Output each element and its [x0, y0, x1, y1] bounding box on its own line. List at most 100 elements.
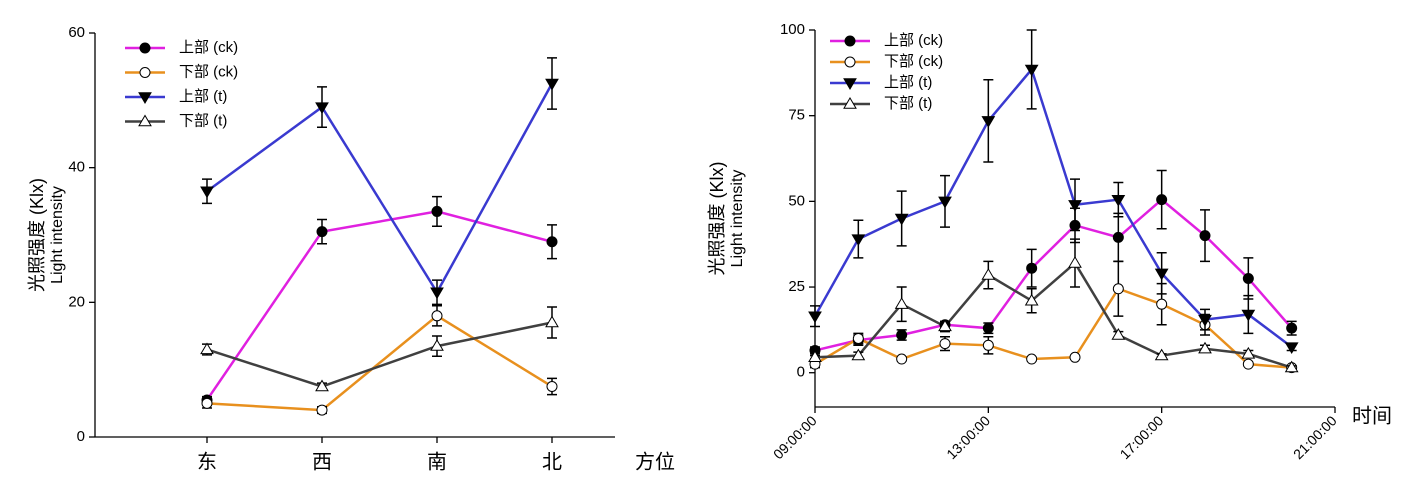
x-tick-label: 北	[542, 450, 562, 474]
series-line	[206, 82, 554, 295]
marker	[1024, 293, 1039, 306]
marker	[139, 67, 151, 78]
marker	[138, 114, 152, 127]
marker	[201, 397, 213, 409]
y-tick-label: 40	[68, 159, 85, 176]
legend-label: 下部 (t)	[179, 112, 227, 129]
marker	[851, 234, 866, 247]
marker	[545, 78, 559, 91]
marker	[1026, 262, 1038, 274]
y-axis-label: Light intensity	[729, 170, 746, 268]
marker	[1024, 64, 1039, 77]
marker	[1242, 272, 1254, 284]
y-tick-label: 50	[788, 192, 805, 209]
marker	[1156, 194, 1168, 206]
marker	[1198, 314, 1212, 327]
marker	[894, 297, 909, 309]
marker	[1069, 351, 1081, 363]
marker	[1156, 298, 1168, 310]
marker	[939, 338, 951, 350]
marker	[1242, 358, 1254, 370]
series-line	[206, 321, 553, 388]
marker	[200, 186, 214, 199]
marker	[844, 56, 856, 68]
marker	[1199, 230, 1211, 242]
marker	[843, 78, 857, 90]
legend-label: 上部 (ck)	[884, 32, 943, 49]
x-tick-label: 09:00:00	[770, 412, 820, 462]
legend-label: 上部 (ck)	[179, 39, 238, 56]
x-tick-label: 西	[312, 450, 332, 474]
chart: 0 20 40 60 东 西 南 北 方位 光照强度 (Klx) Light intensity 上部…	[27, 24, 675, 474]
marker	[1026, 353, 1038, 365]
marker	[1068, 200, 1082, 212]
x-tick-label: 南	[427, 450, 447, 474]
x-tick-label: 17:00:00	[1117, 412, 1167, 462]
y-tick-label: 25	[788, 278, 805, 295]
marker	[843, 97, 857, 109]
marker	[1112, 283, 1124, 295]
series-line	[814, 287, 1292, 369]
marker	[430, 287, 444, 300]
marker	[896, 329, 908, 341]
marker	[982, 322, 994, 334]
marker	[431, 310, 443, 322]
marker	[546, 236, 558, 248]
y-tick-label: 75	[788, 107, 805, 124]
marker	[844, 35, 856, 47]
y-tick-label: 0	[77, 428, 85, 445]
marker	[1198, 341, 1212, 354]
x-tick-label: 21:00:00	[1290, 412, 1340, 462]
series-line	[813, 66, 1293, 349]
marker	[200, 342, 214, 355]
x-tick-label: 东	[197, 450, 217, 474]
marker	[852, 332, 864, 344]
legend-label: 下部 (ck)	[884, 53, 943, 70]
marker	[1284, 342, 1299, 355]
legend-label: 上部 (t)	[884, 74, 932, 91]
marker	[851, 348, 866, 361]
y-tick-label: 60	[68, 24, 85, 41]
legend-label: 下部 (t)	[884, 95, 932, 112]
marker	[808, 311, 822, 324]
chart: 09:00:00 13:00:00 17:00:00 21:00:00 0 25 50 75 1…	[707, 21, 1392, 462]
y-axis-label: 光照强度 (Klx)	[27, 178, 47, 292]
marker	[981, 116, 996, 128]
marker	[938, 196, 952, 209]
y-tick-label: 0	[797, 364, 805, 381]
marker	[896, 353, 908, 365]
series-line	[814, 198, 1293, 352]
marker	[894, 213, 909, 226]
marker	[430, 339, 444, 351]
marker	[1241, 346, 1256, 359]
marker	[938, 319, 952, 332]
series-line	[814, 261, 1293, 369]
marker	[808, 350, 822, 363]
marker	[316, 226, 328, 238]
y-axis-label: Light intensity	[49, 186, 66, 284]
marker	[315, 102, 329, 115]
series-line	[205, 210, 553, 401]
marker	[139, 42, 151, 54]
marker	[1241, 309, 1256, 322]
marker	[431, 205, 443, 217]
marker	[316, 404, 328, 416]
series-line	[206, 314, 553, 412]
marker	[1111, 328, 1126, 340]
y-tick-label: 20	[68, 293, 85, 310]
y-tick-label: 100	[780, 21, 805, 38]
marker	[546, 381, 558, 392]
marker	[545, 315, 559, 328]
marker	[981, 268, 996, 280]
x-axis-label: 方位	[635, 450, 675, 474]
x-axis-label: 时间	[1352, 404, 1392, 428]
marker	[982, 339, 994, 351]
marker	[1112, 231, 1124, 243]
marker	[138, 92, 152, 104]
marker	[1111, 194, 1126, 207]
marker	[1154, 268, 1169, 281]
marker	[315, 379, 329, 392]
legend-label: 下部 (ck)	[179, 63, 238, 80]
